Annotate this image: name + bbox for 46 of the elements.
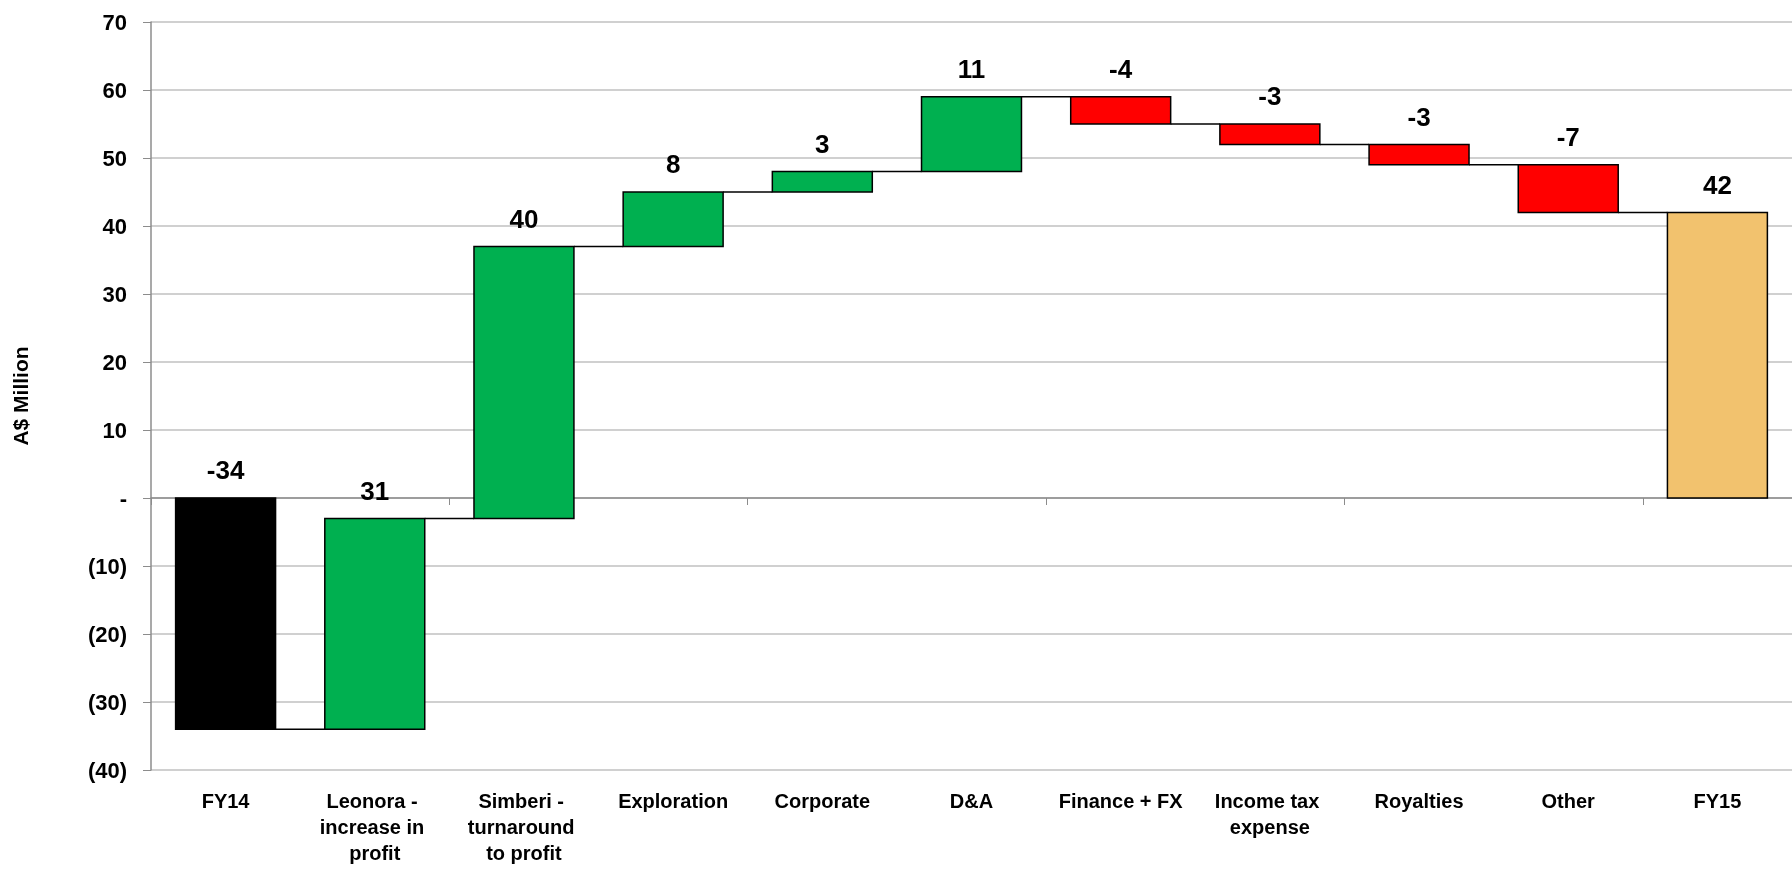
bar <box>1368 143 1470 166</box>
x-tick-label: Royalties <box>1374 790 1464 812</box>
y-tick-label: 60 <box>102 77 127 103</box>
y-tick-label: 40 <box>102 213 127 239</box>
bar <box>473 245 575 520</box>
y-tick-label: 20 <box>102 349 127 375</box>
x-tick-label: Income tax expense <box>1214 790 1325 838</box>
bar <box>1219 123 1321 146</box>
y-tick-label: (30) <box>87 689 127 715</box>
y-tick-label: (40) <box>87 757 127 783</box>
data-label: 11 <box>957 54 986 85</box>
data-label: -34 <box>206 455 245 486</box>
y-tick-label: 70 <box>102 9 127 35</box>
x-tick-label: D&A <box>949 790 994 812</box>
y-tick-label: 10 <box>102 417 127 443</box>
data-label: 3 <box>815 128 830 159</box>
data-label: -3 <box>1407 101 1431 132</box>
y-axis-title: A$ Million <box>9 346 32 446</box>
x-tick-label: Exploration <box>618 790 729 812</box>
data-label: 8 <box>665 149 681 180</box>
y-tick-label: 50 <box>102 145 127 171</box>
bar <box>174 497 277 730</box>
bar <box>1666 211 1769 499</box>
y-tick-label: 30 <box>102 281 127 307</box>
bar <box>622 191 724 248</box>
data-label: 31 <box>360 475 390 506</box>
x-tick-label: Finance + FX <box>1058 790 1184 812</box>
x-tick-label: Simberi - turnaround to profit <box>467 790 581 864</box>
data-label: -3 <box>1258 81 1282 112</box>
x-tick-label: Corporate <box>774 790 871 812</box>
data-label: -4 <box>1109 54 1133 85</box>
x-tick-label: FY14 <box>201 790 251 812</box>
x-tick-label: Other <box>1541 790 1596 812</box>
x-tick-label: FY15 <box>1693 790 1742 812</box>
bar <box>920 96 1023 173</box>
y-tick-label: (20) <box>87 621 127 647</box>
y-tick-label: - <box>119 485 127 511</box>
bar <box>1069 96 1172 125</box>
y-tick-label: (10) <box>87 553 127 579</box>
bar <box>1517 164 1619 214</box>
x-tick-label: Leonora - increase in profit <box>319 790 430 864</box>
bar <box>324 517 426 730</box>
data-label: 40 <box>509 203 539 234</box>
bar <box>771 170 874 193</box>
data-label: -7 <box>1556 122 1580 153</box>
data-label: 42 <box>1702 169 1732 200</box>
